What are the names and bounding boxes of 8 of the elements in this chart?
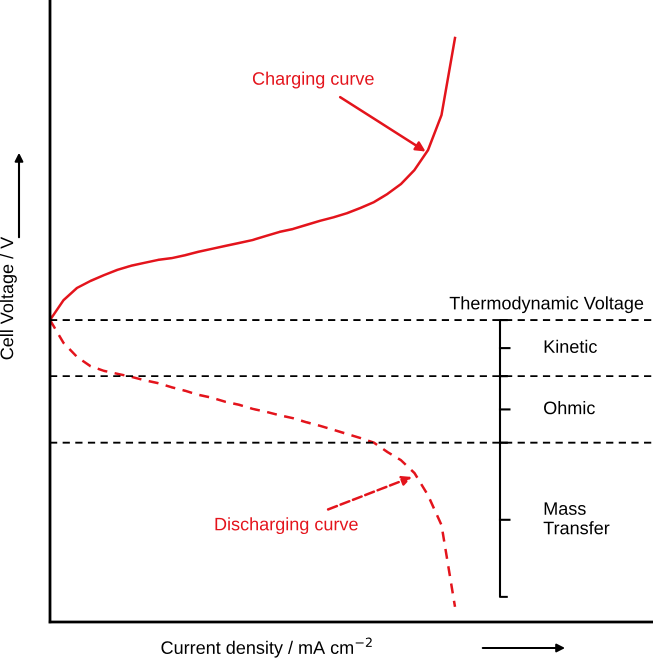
x-axis-title: Current density / mA cm$^{−2}$ bbox=[161, 638, 372, 658]
y-axis-title: Cell Voltage / V bbox=[0, 236, 17, 360]
text: Mass Transfer bbox=[544, 502, 610, 534]
ref-line-label: Thermodynamic Voltage bbox=[450, 296, 644, 314]
annotation: Charging curve bbox=[252, 72, 374, 88]
annotation: Discharging curve bbox=[215, 517, 358, 534]
text: Ohmic bbox=[544, 401, 595, 414]
text: Kinetic bbox=[544, 340, 597, 353]
